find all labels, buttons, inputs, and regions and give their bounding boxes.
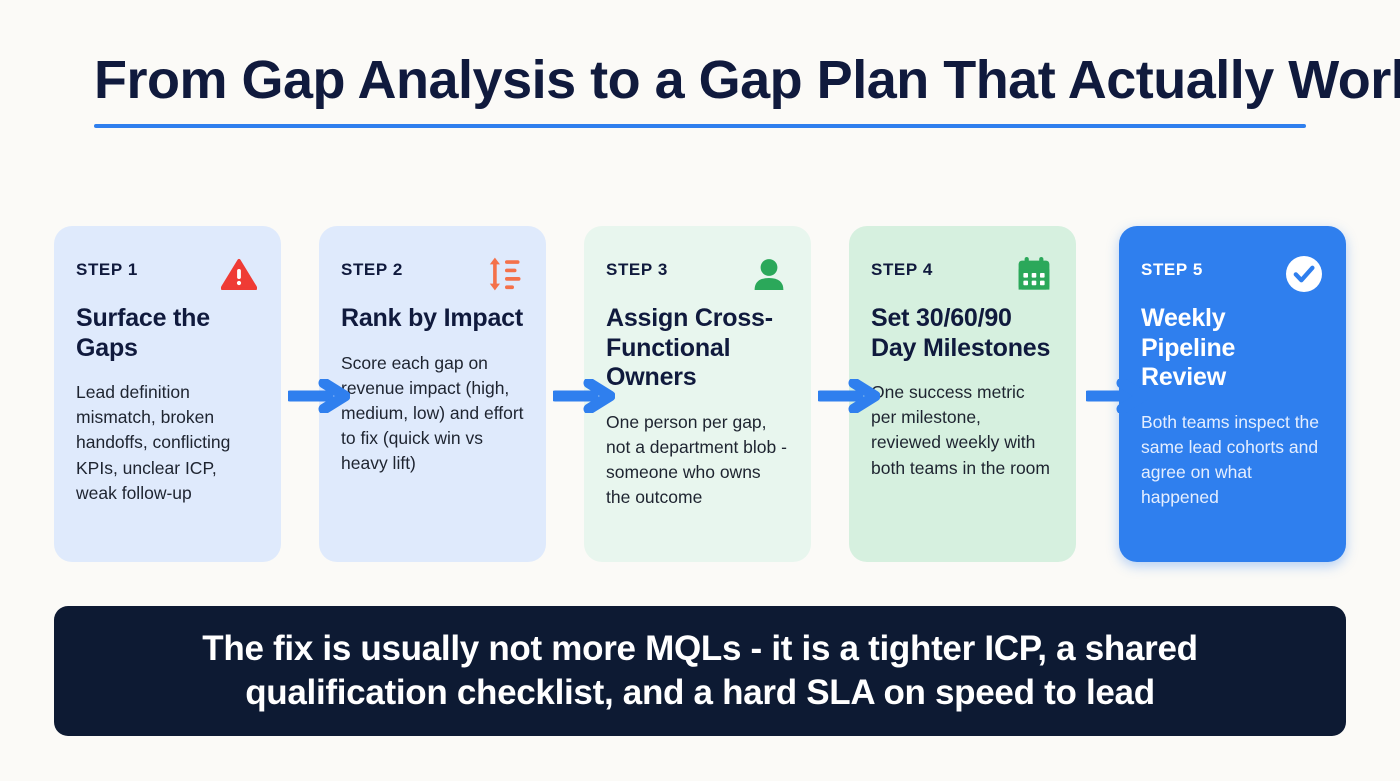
check-circle-icon [1284,254,1324,294]
step-card-1[interactable]: STEP 1 Surface the Gaps Lead definition … [54,226,281,562]
step-card-5[interactable]: STEP 5 Weekly Pipeline Review Both teams… [1119,226,1346,562]
step-label: STEP 3 [606,260,668,279]
step-card-header: STEP 5 [1141,254,1324,294]
arrow-right-icon [1082,377,1149,415]
arrow-right-icon [284,377,351,415]
step-label: STEP 5 [1141,260,1203,279]
steps-row: STEP 1 Surface the Gaps Lead definition … [54,226,1346,562]
step-label: STEP 1 [76,260,138,279]
step-body: Both teams inspect the same lead cohorts… [1141,411,1320,508]
step-title: Rank by Impact [341,304,523,332]
header: From Gap Analysis to a Gap Plan That Act… [94,50,1400,128]
step-card-4[interactable]: STEP 4 [849,226,1076,562]
page-title: From Gap Analysis to a Gap Plan That Act… [94,50,1400,110]
step-title: Surface the Gaps [76,304,210,362]
person-icon [749,254,789,294]
summary-banner-text: The fix is usually not more MQLs - it is… [202,629,1198,712]
arrow-right-icon [549,377,616,415]
calendar-icon [1014,254,1054,294]
step-body: One success metric per milestone, review… [871,382,1050,478]
sort-ranking-icon [484,254,524,294]
step-body: One person per gap, not a department blo… [606,411,787,508]
step-card-header: STEP 3 [606,254,789,294]
step-label: STEP 4 [871,260,933,279]
step-title: Assign Cross-Functional Owners [606,304,773,391]
step-card-header: STEP 1 [76,254,259,294]
step-title: Set 30/60/90 Day Milestones [871,304,1051,362]
summary-banner: The fix is usually not more MQLs - it is… [54,606,1346,736]
step-title: Weekly Pipeline Review [1141,304,1236,391]
warning-triangle-icon [219,254,259,294]
step-label: STEP 2 [341,260,403,279]
step-body: Score each gap on revenue impact (high, … [341,352,524,474]
step-body: Lead definition mismatch, broken handoff… [76,382,231,503]
step-card-header: STEP 2 [341,254,524,294]
step-card-header: STEP 4 [871,254,1054,294]
step-card-2[interactable]: STEP 2 Rank by I [319,226,546,562]
arrow-right-icon [814,377,881,415]
step-card-3[interactable]: STEP 3 Assign Cross-Functional Owners On… [584,226,811,562]
title-underline-rule [94,123,1306,128]
